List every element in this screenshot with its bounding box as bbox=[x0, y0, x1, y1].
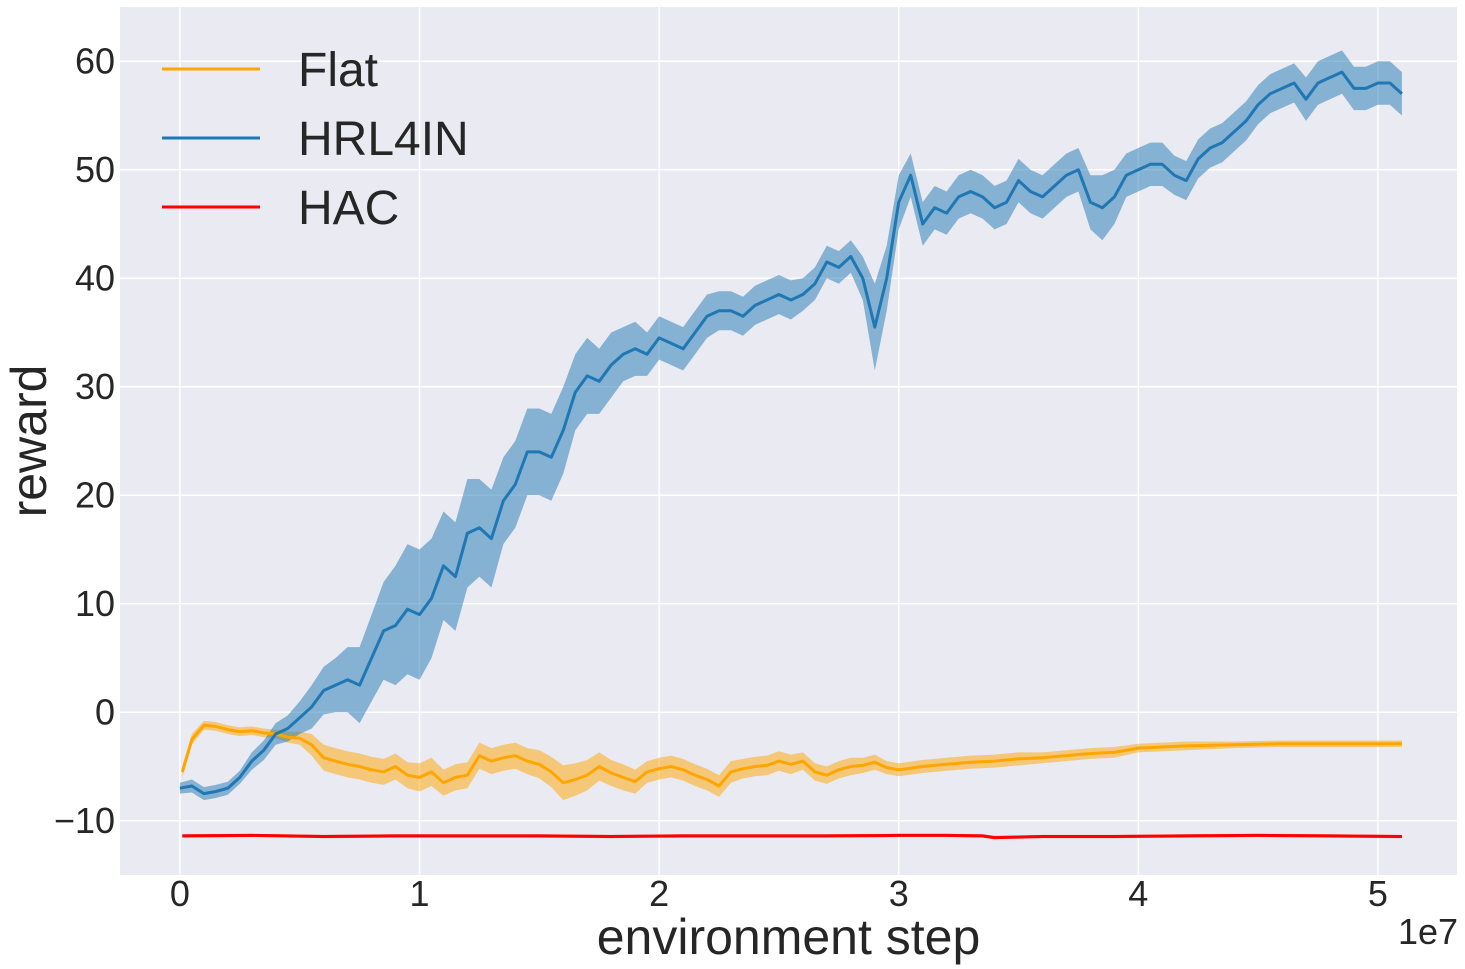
x-tick-label: 1 bbox=[409, 873, 429, 914]
legend-item-flat: Flat bbox=[162, 44, 378, 97]
y-tick-label: −10 bbox=[54, 800, 115, 841]
series-lines bbox=[179, 70, 1403, 840]
plot-area bbox=[120, 7, 1457, 875]
y-tick-label: 20 bbox=[75, 474, 115, 515]
band-flat bbox=[182, 720, 1402, 801]
y-tick-label: 10 bbox=[75, 583, 115, 624]
y-axis-ticks: −10 0 10 20 30 40 50 60 bbox=[54, 40, 115, 841]
y-tick-label: 50 bbox=[75, 149, 115, 190]
y-axis-label: reward bbox=[1, 365, 57, 518]
legend-item-hrl4in: HRL4IN bbox=[162, 113, 469, 166]
legend-label: Flat bbox=[298, 44, 378, 97]
y-tick-label: 30 bbox=[75, 366, 115, 407]
legend-label: HAC bbox=[298, 182, 399, 235]
x-tick-label: 4 bbox=[1128, 873, 1148, 914]
x-tick-label: 0 bbox=[170, 873, 190, 914]
line-hrl4in bbox=[179, 70, 1403, 796]
legend: Flat HRL4IN HAC bbox=[162, 44, 469, 235]
line-hac bbox=[182, 833, 1402, 840]
line-flat bbox=[180, 723, 1402, 788]
legend-item-hac: HAC bbox=[162, 182, 399, 235]
band-hrl4in bbox=[179, 50, 1402, 801]
y-tick-label: 60 bbox=[75, 40, 115, 81]
x-axis-label: environment step bbox=[597, 909, 981, 965]
x-axis-ticks: 0 1 2 3 4 5 bbox=[170, 873, 1388, 914]
x-tick-label: 2 bbox=[649, 873, 669, 914]
x-tick-label: 5 bbox=[1368, 873, 1388, 914]
y-tick-label: 0 bbox=[95, 691, 115, 732]
legend-label: HRL4IN bbox=[298, 113, 469, 166]
x-axis-offset-label: 1e7 bbox=[1398, 911, 1458, 952]
y-tick-label: 40 bbox=[75, 257, 115, 298]
x-tick-label: 3 bbox=[889, 873, 909, 914]
